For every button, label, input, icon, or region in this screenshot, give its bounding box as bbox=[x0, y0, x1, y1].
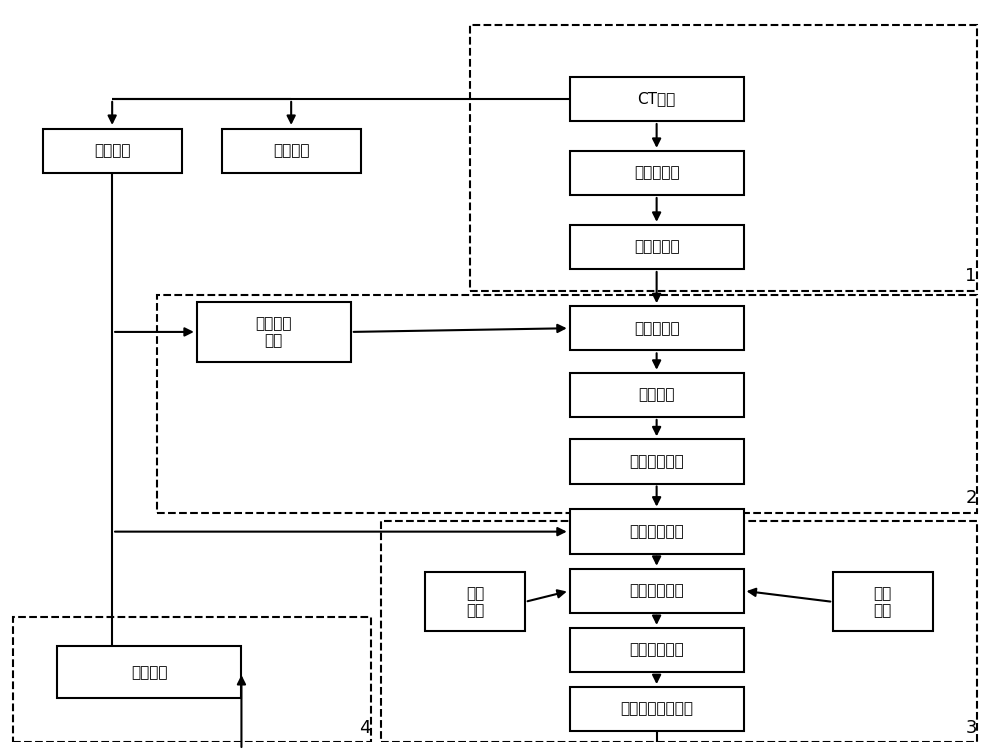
Bar bbox=[570, 569, 744, 613]
Text: 图像预处理: 图像预处理 bbox=[634, 240, 679, 255]
Bar bbox=[570, 509, 744, 553]
Bar bbox=[570, 225, 744, 269]
Bar bbox=[57, 647, 241, 698]
Text: 2: 2 bbox=[965, 489, 977, 507]
Bar bbox=[570, 77, 744, 121]
Text: 单元编号: 单元编号 bbox=[94, 143, 130, 158]
Text: 单元内心
坐标: 单元内心 坐标 bbox=[256, 315, 292, 348]
Bar bbox=[570, 151, 744, 195]
Bar bbox=[833, 572, 933, 632]
Text: 内心灰度值: 内心灰度值 bbox=[634, 321, 679, 336]
Bar bbox=[43, 128, 182, 173]
Text: CT图像: CT图像 bbox=[638, 92, 676, 107]
Text: 外加
载荷: 外加 载荷 bbox=[466, 586, 484, 618]
Bar bbox=[570, 372, 744, 417]
Bar bbox=[197, 303, 351, 361]
Text: 1: 1 bbox=[965, 267, 977, 285]
Bar bbox=[157, 295, 977, 513]
Text: 力反馈器: 力反馈器 bbox=[131, 665, 168, 680]
Text: 整体刚度矩阵: 整体刚度矩阵 bbox=[629, 584, 684, 599]
Bar bbox=[570, 628, 744, 672]
Text: 单元弹性模量: 单元弹性模量 bbox=[629, 454, 684, 469]
Bar bbox=[425, 572, 525, 632]
Text: 外加
载荷: 外加 载荷 bbox=[874, 586, 892, 618]
Text: 单元刚度矩阵: 单元刚度矩阵 bbox=[629, 524, 684, 539]
Text: 4: 4 bbox=[359, 719, 370, 737]
Text: 提取灰度值: 提取灰度值 bbox=[634, 165, 679, 180]
Text: 表观密度: 表观密度 bbox=[638, 388, 675, 403]
Bar bbox=[570, 439, 744, 484]
Text: 节点坐标: 节点坐标 bbox=[273, 143, 309, 158]
Bar bbox=[570, 306, 744, 351]
Bar bbox=[570, 687, 744, 731]
Text: 单元位移矩阵: 单元位移矩阵 bbox=[629, 643, 684, 657]
Text: 3: 3 bbox=[965, 719, 977, 737]
Bar bbox=[470, 25, 977, 291]
Bar bbox=[222, 128, 361, 173]
Bar bbox=[13, 617, 371, 743]
Text: 应变（应力）数据: 应变（应力）数据 bbox=[620, 701, 693, 716]
Bar bbox=[381, 520, 977, 743]
